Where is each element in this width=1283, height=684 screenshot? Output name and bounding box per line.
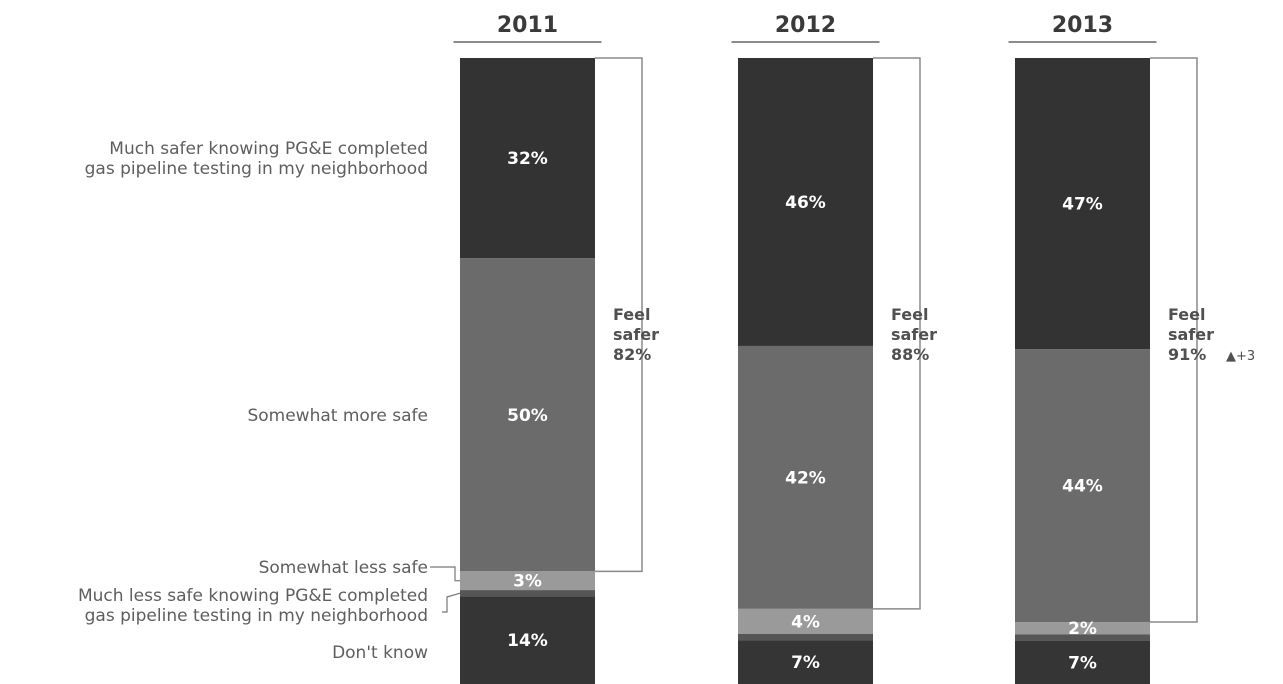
value-label-2011-2: 50% (507, 406, 548, 426)
bar-segment-2013-4 (1015, 634, 1150, 641)
bar-segment-2011-1 (460, 58, 595, 259)
value-label-2011-3: 3% (513, 572, 542, 592)
change-indicator-2013: ▲+3 (1226, 349, 1255, 364)
category-label-2-line-1: Somewhat more safe (247, 406, 428, 426)
category-label-1-line-1: Much safer knowing PG&E completed (109, 139, 428, 159)
value-label-2013-5: 7% (1068, 653, 1097, 673)
bar-segment-2012-5 (738, 640, 873, 684)
bracket-text-2011-1: Feel (613, 305, 650, 324)
bracket-text-2012-3: 88% (891, 345, 929, 364)
bar-segment-2011-4 (460, 590, 595, 597)
value-label-2011-1: 32% (507, 149, 548, 169)
category-label-4-line-1: Much less safe knowing PG&E completed (78, 586, 428, 606)
bar-segment-2012-3 (738, 608, 873, 634)
leader-somewhat-less-safe (430, 566, 460, 582)
bar-segment-2013-1 (1015, 58, 1150, 350)
bar-segment-2012-4 (738, 633, 873, 641)
bracket-text-2011-2: safer (613, 325, 659, 344)
bracket-2012 (873, 57, 921, 610)
year-label-2013: 2013 (1052, 13, 1113, 38)
value-label-2011-5: 14% (507, 631, 548, 651)
year-label-2012: 2012 (775, 13, 836, 38)
category-label-4-line-2: gas pipeline testing in my neighborhood (85, 606, 428, 626)
value-label-2013-2: 44% (1062, 477, 1103, 497)
bar-segment-2011-5 (460, 596, 595, 684)
value-label-2013-1: 47% (1062, 195, 1103, 215)
value-label-2012-1: 46% (785, 193, 826, 213)
value-label-2013-3: 2% (1068, 619, 1097, 639)
category-label-3-line-1: Somewhat less safe (259, 558, 428, 578)
value-label-2012-5: 7% (791, 653, 820, 673)
bar-segment-2011-2 (460, 258, 595, 572)
bar-segment-2012-1 (738, 58, 873, 346)
bar-segment-2013-3 (1015, 622, 1150, 635)
bracket-2013 (1150, 57, 1198, 623)
bracket-text-2013-3: 91% (1168, 345, 1206, 364)
value-label-2012-2: 42% (785, 468, 826, 488)
leader-much-less-safe (442, 592, 461, 613)
category-label-1-line-2: gas pipeline testing in my neighborhood (85, 159, 428, 179)
bar-segment-2011-3 (460, 571, 595, 591)
category-label-5-line-1: Don't know (332, 643, 428, 663)
bracket-text-2013-2: safer (1168, 325, 1214, 344)
bracket-text-2013-1: Feel (1168, 305, 1205, 324)
bracket-text-2012-2: safer (891, 325, 937, 344)
bar-segment-2013-5 (1015, 640, 1150, 684)
bracket-2011 (595, 57, 643, 573)
bracket-text-2012-1: Feel (891, 305, 928, 324)
bar-segment-2013-2 (1015, 349, 1150, 623)
bar-segment-2012-2 (738, 345, 873, 609)
bracket-text-2011-3: 82% (613, 345, 651, 364)
year-label-2011: 2011 (497, 13, 558, 38)
value-label-2012-3: 4% (791, 612, 820, 632)
